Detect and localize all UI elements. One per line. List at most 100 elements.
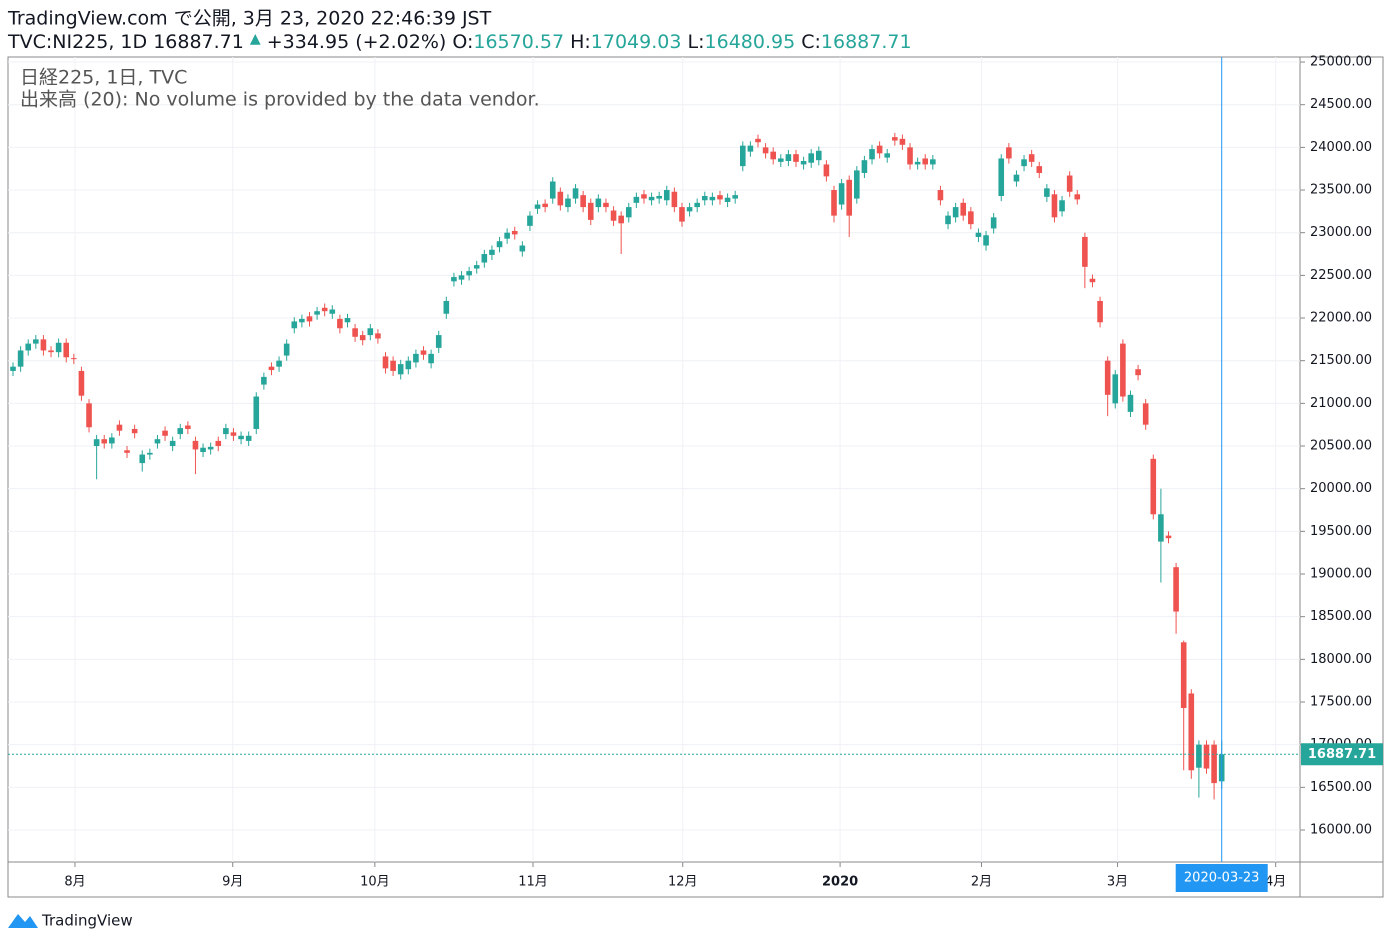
candle-body <box>854 170 860 199</box>
candle-body <box>1211 744 1217 784</box>
candle-body <box>223 428 229 435</box>
candle-body <box>1089 278 1096 283</box>
candle-body <box>86 403 92 428</box>
candle-body <box>1165 535 1172 539</box>
candle-body <box>884 153 891 158</box>
candle-body <box>169 440 176 447</box>
candle-body <box>572 188 579 199</box>
candle-body <box>359 335 366 341</box>
candle-body <box>587 202 594 220</box>
y-tick-label: 21000.00 <box>1310 396 1372 411</box>
last-price-box <box>1301 743 1383 766</box>
candle-body <box>709 196 716 201</box>
candle-body <box>101 439 108 444</box>
candle-body <box>200 447 206 452</box>
candle-body <box>1066 175 1073 192</box>
candle-body <box>1021 159 1027 167</box>
header-line: TVC:NI225, 1D 16887.71 ▲ +334.95 (+2.02%… <box>7 28 912 53</box>
candle-body <box>147 452 153 455</box>
candle-body <box>724 197 731 202</box>
candle-body <box>291 321 298 329</box>
candle-body <box>610 210 617 221</box>
x-tick-label: 4月 <box>1265 875 1286 890</box>
candle-body <box>1173 567 1179 612</box>
candle-body <box>131 428 138 434</box>
l-value: 16480.95 <box>705 31 796 53</box>
candle-body <box>504 232 510 239</box>
candle-body <box>960 202 967 216</box>
candle-body <box>413 353 419 363</box>
candle-body <box>1059 200 1065 212</box>
candle-body <box>808 153 815 163</box>
candle-body <box>17 350 24 367</box>
candle-body <box>154 439 161 444</box>
candle-body <box>1112 374 1119 404</box>
y-tick-label: 18500.00 <box>1310 609 1372 624</box>
candle-body <box>816 150 822 161</box>
x-tick-label: 3月 <box>1107 875 1128 890</box>
candle-body <box>899 138 906 145</box>
y-tick-label: 19500.00 <box>1310 524 1372 539</box>
candle-body <box>1036 166 1043 173</box>
candle-body <box>648 196 655 201</box>
candle-body <box>321 307 328 312</box>
candle-body <box>283 343 290 356</box>
candle-body <box>686 207 693 212</box>
candle-body <box>245 435 252 441</box>
candles <box>10 132 1225 800</box>
candle-body <box>1074 194 1081 200</box>
candle-body <box>1142 403 1149 425</box>
candle-body <box>93 439 100 447</box>
candle-body <box>124 450 130 453</box>
o-label: O: <box>452 31 473 53</box>
candle-body <box>739 145 746 167</box>
candle-body <box>732 195 738 199</box>
candle-body <box>656 196 662 199</box>
candle-body <box>352 328 358 337</box>
candle-body <box>177 428 184 435</box>
candle-body <box>25 343 32 351</box>
candle-body <box>71 358 77 360</box>
candle-body <box>261 376 267 385</box>
candle-body <box>390 360 396 371</box>
candle-body <box>109 437 115 444</box>
candle-body <box>595 198 602 208</box>
y-tick-label: 16000.00 <box>1310 823 1372 838</box>
symbol: TVC:NI225, 1D <box>7 31 147 53</box>
candle-body <box>511 230 518 235</box>
y-tick-label: 20500.00 <box>1310 439 1372 454</box>
candle-body <box>33 339 39 344</box>
candle-body <box>435 335 442 348</box>
x-tick-label: 12月 <box>668 875 698 890</box>
c-label: C: <box>801 31 821 53</box>
candle-body <box>466 271 472 276</box>
y-tick-label: 24000.00 <box>1310 140 1372 155</box>
candle-body <box>762 147 769 154</box>
candle-body <box>458 275 465 280</box>
candle-body <box>10 366 16 371</box>
candle-body <box>565 198 571 208</box>
last: 16887.71 <box>153 31 244 53</box>
candle-body <box>1203 744 1210 769</box>
crosshair-date: 2020-03-23 <box>1184 871 1260 886</box>
candle-body <box>1006 147 1012 159</box>
y-tick-label: 23500.00 <box>1310 183 1372 198</box>
candle-body <box>230 432 237 436</box>
candle-body <box>671 191 678 208</box>
candle-body <box>983 235 989 246</box>
candle-body <box>63 342 70 358</box>
candle-body <box>770 151 776 160</box>
x-tick-label: 9月 <box>222 875 243 890</box>
candle-body <box>473 265 480 269</box>
last-price-label: 16887.71 <box>1308 747 1376 762</box>
candle-body <box>48 350 54 353</box>
candle-body <box>451 277 457 282</box>
candle-body <box>1082 236 1088 267</box>
candle-body <box>306 316 313 322</box>
candle-body <box>496 241 503 248</box>
candle-body <box>314 311 320 315</box>
candle-body <box>625 207 632 218</box>
x-tick-label: 2020 <box>822 875 858 890</box>
arrow: ▲ <box>250 31 261 47</box>
